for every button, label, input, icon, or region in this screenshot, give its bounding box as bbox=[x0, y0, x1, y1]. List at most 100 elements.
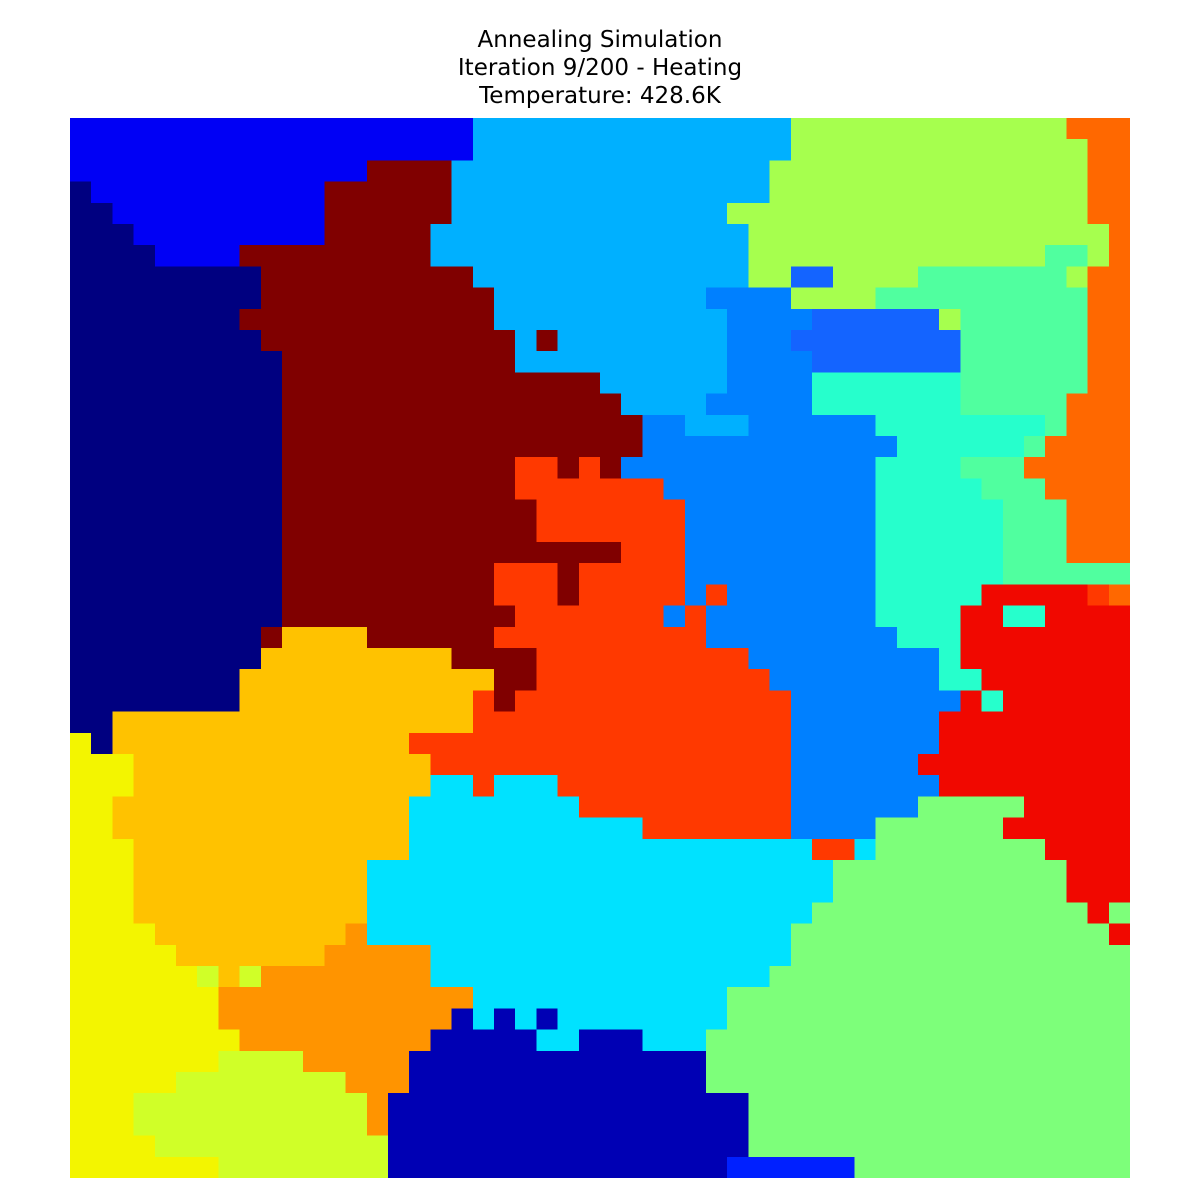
heatmap-cell bbox=[451, 1008, 474, 1031]
heatmap-cell bbox=[133, 669, 156, 691]
heatmap-cell bbox=[812, 626, 834, 649]
heatmap-cell bbox=[642, 1114, 665, 1137]
heatmap-cell bbox=[260, 1008, 283, 1031]
heatmap-cell bbox=[154, 118, 177, 140]
heatmap-cell bbox=[939, 754, 961, 776]
heatmap-cell bbox=[112, 754, 135, 776]
heatmap-cell bbox=[960, 372, 983, 395]
heatmap-cell bbox=[1002, 308, 1025, 331]
heatmap-cell bbox=[112, 287, 135, 310]
heatmap-cell bbox=[939, 584, 961, 607]
heatmap-cell bbox=[1066, 881, 1089, 903]
heatmap-cell bbox=[218, 118, 241, 140]
heatmap-cell bbox=[854, 202, 877, 225]
heatmap-cell bbox=[578, 584, 601, 607]
heatmap-cell bbox=[536, 881, 559, 903]
heatmap-cell bbox=[706, 1050, 728, 1073]
heatmap-cell bbox=[875, 330, 898, 352]
heatmap-cell bbox=[1002, 436, 1025, 458]
heatmap-cell bbox=[515, 775, 537, 797]
heatmap-cell bbox=[515, 1008, 537, 1031]
heatmap-cell bbox=[282, 330, 304, 352]
heatmap-cell bbox=[833, 118, 855, 140]
heatmap-cell bbox=[472, 648, 495, 670]
heatmap-cell bbox=[684, 690, 707, 713]
heatmap-cell bbox=[218, 987, 241, 1009]
heatmap-cell bbox=[239, 224, 262, 246]
heatmap-cell bbox=[451, 944, 474, 967]
heatmap-cell bbox=[1066, 626, 1089, 649]
heatmap-cell bbox=[345, 542, 368, 564]
heatmap-cell bbox=[154, 478, 177, 501]
heatmap-cell bbox=[1024, 923, 1046, 946]
heatmap-cell bbox=[472, 775, 495, 797]
heatmap-cell bbox=[536, 1050, 559, 1073]
heatmap-cell bbox=[324, 139, 347, 161]
heatmap-cell bbox=[1045, 414, 1067, 437]
heatmap-cell bbox=[875, 711, 898, 734]
heatmap-cell bbox=[1024, 1008, 1046, 1031]
heatmap-cell bbox=[578, 542, 601, 564]
heatmap-cell bbox=[472, 499, 495, 522]
heatmap-cell bbox=[536, 796, 559, 819]
heatmap-cell bbox=[769, 775, 792, 797]
heatmap-cell bbox=[91, 881, 113, 903]
heatmap-cell bbox=[388, 584, 410, 607]
heatmap-cell bbox=[748, 308, 771, 331]
heatmap-cell bbox=[430, 902, 453, 925]
heatmap-cell bbox=[727, 457, 749, 479]
heatmap-cell bbox=[854, 414, 877, 437]
heatmap-cell bbox=[494, 732, 516, 755]
heatmap-cell bbox=[790, 732, 813, 755]
heatmap-cell bbox=[578, 775, 601, 797]
heatmap-cell bbox=[260, 351, 283, 373]
heatmap-cell bbox=[176, 563, 198, 585]
heatmap-cell bbox=[409, 1050, 431, 1073]
heatmap-cell bbox=[133, 393, 156, 416]
heatmap-cell bbox=[303, 457, 325, 479]
heatmap-cell bbox=[875, 139, 898, 161]
heatmap-cell bbox=[536, 457, 559, 479]
heatmap-cell bbox=[981, 499, 1004, 522]
heatmap-cell bbox=[430, 1156, 453, 1178]
heatmap-cell bbox=[366, 372, 389, 395]
heatmap-cell bbox=[621, 160, 643, 183]
heatmap-cell bbox=[260, 902, 283, 925]
heatmap-cell bbox=[451, 711, 474, 734]
heatmap-cell bbox=[133, 605, 156, 628]
heatmap-cell bbox=[578, 520, 601, 543]
heatmap-cell bbox=[790, 1156, 813, 1178]
heatmap-cell bbox=[1108, 542, 1130, 564]
heatmap-cell bbox=[896, 499, 919, 522]
heatmap-cell bbox=[260, 330, 283, 352]
heatmap-cell bbox=[282, 436, 304, 458]
heatmap-cell bbox=[748, 1114, 771, 1137]
heatmap-cell bbox=[260, 139, 283, 161]
heatmap-cell bbox=[1024, 1072, 1046, 1094]
heatmap-cell bbox=[409, 118, 431, 140]
heatmap-cell bbox=[918, 287, 940, 310]
heatmap-cell bbox=[939, 626, 961, 649]
heatmap-cell bbox=[451, 563, 474, 585]
heatmap-cell bbox=[918, 881, 940, 903]
heatmap-cell bbox=[197, 605, 219, 628]
heatmap-cell bbox=[960, 669, 983, 691]
heatmap-cell bbox=[939, 923, 961, 946]
heatmap-cell bbox=[939, 1156, 961, 1178]
heatmap-cell bbox=[388, 160, 410, 183]
heatmap-cell bbox=[981, 775, 1004, 797]
heatmap-cell bbox=[918, 669, 940, 691]
heatmap-cell bbox=[430, 584, 453, 607]
heatmap-cell bbox=[684, 584, 707, 607]
heatmap-cell bbox=[918, 966, 940, 988]
heatmap-cell bbox=[1045, 287, 1067, 310]
heatmap-cell bbox=[833, 478, 855, 501]
heatmap-cell bbox=[578, 860, 601, 882]
heatmap-cell bbox=[748, 478, 771, 501]
heatmap-cell bbox=[1087, 1072, 1110, 1094]
heatmap-cell bbox=[642, 414, 665, 437]
heatmap-cell bbox=[600, 605, 622, 628]
heatmap-cell bbox=[557, 520, 580, 543]
heatmap-cell bbox=[769, 542, 792, 564]
heatmap-cell bbox=[896, 308, 919, 331]
